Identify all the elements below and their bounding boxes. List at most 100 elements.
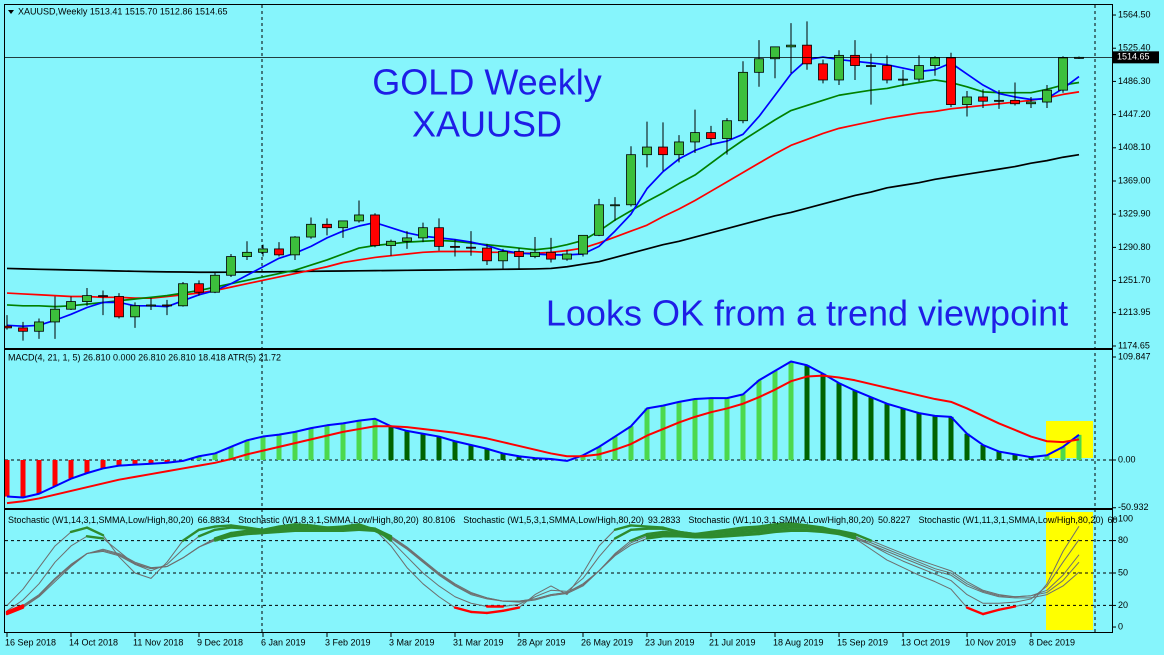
candle-body [978, 96, 988, 102]
candle-body [354, 214, 364, 222]
zone-segment [277, 523, 297, 528]
candle-body [578, 234, 588, 255]
zone-segment [757, 523, 777, 528]
menu-arrow[interactable] [8, 10, 14, 14]
candle-body [146, 304, 156, 307]
macd-bar [820, 373, 826, 460]
macd-bar [52, 459, 58, 487]
macd-bar [772, 370, 778, 460]
annotation: XAUUSD [412, 104, 562, 145]
candle-body [178, 283, 188, 307]
indicator-name: Stochastic (W1,11,3,1,SMMA,Low/High,80,2… [919, 515, 1104, 525]
zone-segment [997, 605, 1017, 611]
zone-segment [837, 529, 857, 536]
macd-bar [324, 425, 330, 460]
zone-segment [789, 522, 809, 527]
zone-segment [325, 525, 345, 529]
zone-segment [197, 525, 217, 531]
zone-segment [485, 609, 505, 615]
zone-segment [357, 527, 377, 531]
zone-segment [629, 524, 649, 528]
macd-bar [964, 433, 970, 460]
zone-segment [277, 525, 297, 530]
macd-bar [692, 399, 698, 460]
candle-body [258, 248, 268, 253]
candle-body [642, 146, 652, 156]
candle-body [434, 227, 444, 247]
signal-line [6, 374, 1080, 505]
macd-bar [804, 365, 810, 460]
macd-bar [948, 416, 954, 460]
zone-segment [645, 535, 665, 540]
macd-bar [84, 459, 90, 474]
zone-segment [453, 606, 473, 614]
indicator-name: Stochastic (W1,14,3,1,SMMA,Low/High,80,2… [8, 515, 194, 525]
candle-body [690, 132, 700, 143]
candle-body [306, 223, 316, 238]
candle-body [82, 295, 92, 302]
x-tick-label: 6 Jan 2019 [261, 637, 306, 647]
zone-segment [837, 531, 857, 539]
macd-bar [356, 420, 362, 460]
y-tick-label: 0.00 [1118, 454, 1136, 464]
candle-body [962, 96, 972, 105]
macd-bar [100, 459, 106, 469]
zone-segment [757, 529, 777, 535]
zone-segment [229, 529, 249, 535]
zone-segment [741, 531, 761, 536]
zone-segment [293, 526, 313, 530]
macd-bar [308, 428, 314, 460]
indicator-value: 93.2833 [648, 515, 681, 525]
macd-bar [884, 403, 890, 460]
zone-segment [741, 525, 761, 529]
candle-body [466, 246, 476, 249]
indicator-value: 50.8227 [878, 515, 911, 525]
macd-bar [260, 436, 266, 460]
current-price-box [1113, 51, 1159, 64]
zone-segment [725, 526, 745, 531]
macd-bar [484, 448, 490, 460]
candle-body [930, 57, 940, 66]
candle-body [226, 256, 236, 276]
y-tick-label: 1564.50 [1118, 9, 1151, 19]
macd-bar [36, 459, 42, 494]
candle-body [882, 65, 892, 81]
macd-header: MACD(4, 21, 1, 5) 26.810 0.000 26.810 26… [8, 352, 281, 362]
y-tick-label: 100 [1118, 513, 1133, 523]
macd-bar [996, 451, 1002, 460]
macd-bar [228, 446, 234, 460]
macd-bar [916, 413, 922, 460]
x-tick-label: 28 Apr 2019 [517, 637, 566, 647]
macd-bar [932, 415, 938, 460]
zone-segment [645, 530, 665, 536]
macd-bar [468, 444, 474, 460]
candle-body [946, 57, 956, 105]
zone-segment [341, 525, 361, 529]
y-tick-label: 1369.00 [1118, 175, 1151, 185]
zone-segment [85, 535, 105, 540]
zone-segment [213, 524, 233, 528]
zone-segment [741, 527, 761, 531]
candle-body [1058, 57, 1068, 91]
zone-segment [197, 528, 217, 538]
zone-segment [805, 524, 825, 529]
y-tick-label: 1408.10 [1118, 142, 1151, 152]
macd-bar [164, 459, 170, 463]
candle-body [738, 71, 748, 122]
indicator-name: Stochastic (W1,5,3,1,SMMA,Low/High,80,20… [463, 515, 644, 525]
macd-bar [708, 398, 714, 460]
panel-frames [4, 4, 1113, 633]
candle-body [802, 44, 812, 65]
x-tick-label: 11 Nov 2018 [133, 637, 183, 647]
macd-bar [116, 459, 122, 466]
price-frame [4, 4, 1113, 349]
candle-body [594, 204, 604, 236]
candle-body [610, 204, 620, 207]
zone-segment [789, 524, 809, 528]
zone-segment [709, 528, 729, 534]
candle-body [5, 325, 12, 329]
y-tick-label: -50.932 [1118, 502, 1149, 512]
zone-segment [341, 527, 361, 531]
macd-bar [580, 455, 586, 460]
